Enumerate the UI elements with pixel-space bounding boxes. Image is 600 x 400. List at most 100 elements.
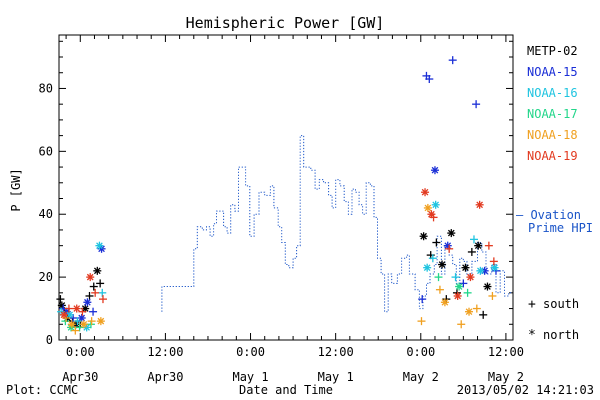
point-north-noaa-16 [490, 263, 499, 272]
point-south-noaa-18 [71, 326, 80, 335]
point-north-metp-02 [483, 282, 492, 291]
point-south-noaa-17 [434, 273, 443, 282]
point-north-noaa-18 [96, 317, 105, 326]
point-south-noaa-19 [91, 288, 100, 297]
point-south-noaa-18 [435, 285, 444, 294]
x-axis: 0:00 Apr30 12:00 Apr30 0:00 May 1 12:00 May 1 0:… [62, 35, 524, 384]
x-tick-label: 0:00 [66, 345, 95, 359]
point-north-metp-02 [474, 241, 483, 250]
point-south-metp-02 [479, 310, 488, 319]
x-tick-label: 0:00 [406, 345, 435, 359]
legend-marker-south: south [543, 297, 579, 311]
x-tick-label: 12:00 [318, 345, 354, 359]
legend-satellites: METP-02 NOAA-15 NOAA-16 NOAA-17 NOAA-18 NOAA-… [527, 44, 578, 163]
point-north-noaa-16 [423, 263, 432, 272]
legend-markers: + south * north [528, 297, 579, 343]
point-north-noaa-19 [86, 273, 95, 282]
point-north-noaa-18 [423, 203, 432, 212]
y-tick-label: 0 [46, 333, 53, 347]
point-north-metp-02 [447, 229, 456, 238]
point-south-noaa-19 [489, 257, 498, 266]
point-north-noaa-15 [430, 166, 439, 175]
point-south-noaa-19 [429, 213, 438, 222]
legend-ovation-line2: Prime HPI [528, 221, 593, 235]
point-south-metp-02 [467, 247, 476, 256]
y-axis-label: P [GW] [9, 168, 23, 211]
point-south-noaa-18 [87, 317, 96, 326]
point-south-noaa-15 [418, 295, 427, 304]
point-north-noaa-16 [431, 200, 440, 209]
point-north-metp-02 [438, 260, 447, 269]
plot-frame [58, 34, 514, 341]
legend-item-noaa-17: NOAA-17 [527, 107, 578, 121]
point-north-noaa-17 [455, 282, 464, 291]
point-north-noaa-18 [465, 307, 474, 316]
point-south-metp-02 [432, 238, 441, 247]
point-south-noaa-19 [484, 241, 493, 250]
point-south-noaa-16 [469, 235, 478, 244]
legend-marker-north: north [543, 328, 579, 342]
footer-plot-credit: Plot: CCMC [6, 383, 78, 397]
point-north-noaa-19 [453, 291, 462, 300]
point-south-noaa-19 [64, 304, 73, 313]
point-south-noaa-16 [428, 254, 437, 263]
point-south-noaa-16 [73, 317, 82, 326]
point-south-noaa-16 [98, 288, 107, 297]
point-north-noaa-16 [476, 266, 485, 275]
y-axis: 0 20 40 60 80 [39, 40, 513, 347]
point-north-noaa-18 [79, 320, 88, 329]
x-tick-label: 12:00 [147, 345, 183, 359]
x-tick-sublabel: May 1 [318, 370, 354, 384]
point-south-noaa-18 [457, 320, 466, 329]
legend: METP-02 NOAA-15 NOAA-16 NOAA-17 NOAA-18 NOAA-… [516, 44, 593, 343]
satellite-points [56, 56, 500, 335]
chart-title: Hemispheric Power [GW] [186, 14, 385, 32]
point-north-noaa-19 [466, 273, 475, 282]
ovation-prime-hpi-series [161, 135, 513, 313]
point-north-noaa-19 [59, 310, 68, 319]
point-south-metp-02 [56, 295, 65, 304]
point-south-noaa-18 [472, 304, 481, 313]
point-south-noaa-16 [451, 273, 460, 282]
legend-item-noaa-16: NOAA-16 [527, 86, 578, 100]
legend-marker-symbol: * [528, 328, 536, 343]
point-north-noaa-18 [440, 298, 449, 307]
legend-ovation-line1: — Ovation [516, 208, 581, 222]
point-north-noaa-16 [95, 241, 104, 250]
point-south-noaa-18 [488, 291, 497, 300]
footer-timestamp: 2013/05/02 14:21:03 [457, 383, 594, 397]
y-tick-label: 20 [39, 270, 53, 284]
legend-item-metp-02: METP-02 [527, 44, 578, 58]
legend-marker-symbol: + [528, 297, 536, 312]
point-north-metp-02 [93, 266, 102, 275]
point-north-noaa-15 [83, 298, 92, 307]
point-north-noaa-15 [77, 313, 86, 322]
point-south-noaa-19 [98, 295, 107, 304]
point-north-noaa-19 [475, 200, 484, 209]
point-south-noaa-17 [463, 288, 472, 297]
point-north-noaa-19 [421, 188, 430, 197]
point-south-noaa-15 [448, 56, 457, 65]
point-north-metp-02 [461, 263, 470, 272]
point-south-metp-02 [85, 291, 94, 300]
point-north-metp-02 [419, 232, 428, 241]
y-tick-label: 60 [39, 144, 53, 158]
point-south-noaa-15 [459, 279, 468, 288]
y-tick-label: 40 [39, 207, 53, 221]
x-tick-sublabel: May 1 [232, 370, 268, 384]
legend-item-noaa-15: NOAA-15 [527, 65, 578, 79]
point-south-noaa-17 [75, 323, 84, 332]
point-south-noaa-18 [417, 317, 426, 326]
x-axis-label: Date and Time [239, 383, 333, 397]
x-tick-sublabel: Apr30 [147, 370, 183, 384]
y-tick-label: 80 [39, 81, 53, 95]
x-tick-sublabel: Apr30 [62, 370, 98, 384]
legend-item-noaa-19: NOAA-19 [527, 149, 578, 163]
point-south-noaa-15 [472, 100, 481, 109]
ovation-prime-hpi-line [161, 135, 513, 313]
legend-item-noaa-18: NOAA-18 [527, 128, 578, 142]
point-south-noaa-19 [445, 244, 454, 253]
point-south-metp-02 [96, 279, 105, 288]
point-south-noaa-19 [78, 307, 87, 316]
